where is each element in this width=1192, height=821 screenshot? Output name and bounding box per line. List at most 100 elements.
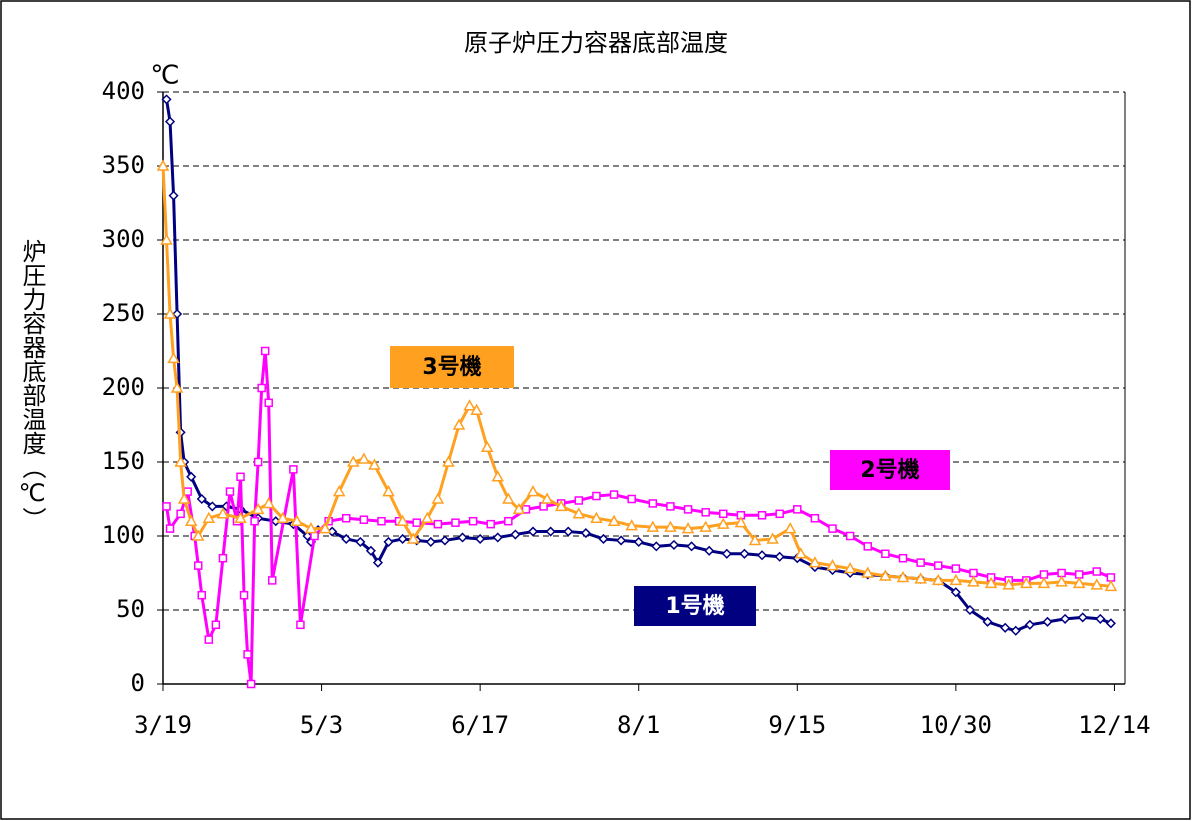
- y-unit: ℃: [150, 61, 179, 91]
- point: [239, 590, 249, 600]
- legend-label: 3号機: [422, 355, 481, 380]
- point: [861, 566, 875, 578]
- point: [1060, 613, 1071, 624]
- point: [451, 518, 460, 527]
- legend-box: [634, 586, 756, 626]
- point: [627, 494, 636, 504]
- point: [896, 570, 910, 583]
- point: [863, 542, 873, 551]
- point: [382, 485, 395, 497]
- y-tick-label: 300: [102, 225, 145, 253]
- x-tick-label: 10/30: [920, 711, 992, 739]
- point: [377, 516, 386, 526]
- point: [504, 516, 513, 526]
- point: [510, 529, 521, 540]
- x-tick-label: 6/17: [451, 711, 509, 739]
- point: [163, 307, 177, 319]
- point: [646, 520, 660, 532]
- point: [1072, 576, 1086, 589]
- chart-title: 原子炉圧力容器底部温度: [464, 29, 728, 57]
- legend-label: 2号機: [860, 458, 919, 483]
- point: [931, 573, 945, 586]
- point: [186, 471, 197, 482]
- y-tick-label: 100: [102, 521, 145, 549]
- point: [734, 516, 748, 528]
- legend-box: [390, 346, 514, 388]
- point: [341, 533, 352, 545]
- point: [664, 520, 677, 532]
- point: [810, 513, 820, 523]
- y-tick-label: 0: [131, 669, 145, 697]
- point: [170, 381, 184, 393]
- point: [826, 559, 839, 571]
- point: [184, 514, 198, 526]
- point: [1055, 575, 1068, 587]
- point: [480, 440, 494, 452]
- point: [431, 492, 445, 504]
- point: [914, 572, 927, 584]
- point: [368, 458, 381, 470]
- point: [267, 576, 277, 585]
- point: [651, 541, 662, 552]
- point: [372, 557, 384, 568]
- point: [668, 539, 680, 550]
- point: [512, 502, 526, 515]
- point: [412, 518, 421, 527]
- point: [721, 548, 732, 559]
- point: [686, 541, 697, 552]
- point: [341, 513, 351, 523]
- point: [290, 514, 304, 526]
- point: [808, 556, 822, 568]
- point: [1000, 622, 1011, 633]
- point: [739, 548, 750, 559]
- legend-box: [830, 450, 950, 490]
- x-tick-label: 9/15: [768, 711, 826, 739]
- x-tick-label: 3/19: [134, 711, 192, 739]
- point: [916, 558, 925, 567]
- y-tick-label: 350: [102, 151, 145, 179]
- point: [347, 455, 360, 467]
- point: [845, 531, 855, 541]
- point: [502, 492, 515, 504]
- point: [580, 527, 591, 539]
- point: [425, 536, 436, 547]
- point: [701, 508, 710, 517]
- point: [633, 536, 644, 547]
- point: [609, 490, 619, 499]
- x-tick-label: 8/1: [617, 711, 660, 739]
- point: [302, 530, 313, 542]
- point: [574, 496, 584, 505]
- point: [967, 575, 980, 587]
- point: [592, 491, 601, 501]
- point: [1024, 619, 1035, 630]
- point: [164, 116, 176, 127]
- point: [950, 587, 961, 598]
- point: [225, 487, 235, 496]
- point: [243, 650, 252, 659]
- x-tick-label: 12/14: [1078, 711, 1150, 739]
- point: [828, 524, 837, 533]
- point: [748, 533, 762, 546]
- point: [204, 635, 214, 644]
- point: [590, 511, 603, 523]
- point: [218, 553, 228, 563]
- point: [681, 522, 695, 534]
- point: [296, 620, 305, 630]
- point: [984, 576, 998, 589]
- point: [793, 505, 802, 514]
- point: [191, 529, 205, 541]
- point: [794, 547, 808, 559]
- point: [177, 492, 191, 504]
- point: [704, 545, 715, 556]
- point: [964, 604, 976, 616]
- point: [563, 526, 574, 537]
- point: [526, 485, 540, 497]
- point: [160, 233, 173, 245]
- point: [1105, 618, 1116, 629]
- point: [470, 403, 483, 415]
- point: [1077, 612, 1088, 623]
- point: [719, 509, 728, 519]
- point: [365, 545, 376, 556]
- point: [161, 94, 172, 105]
